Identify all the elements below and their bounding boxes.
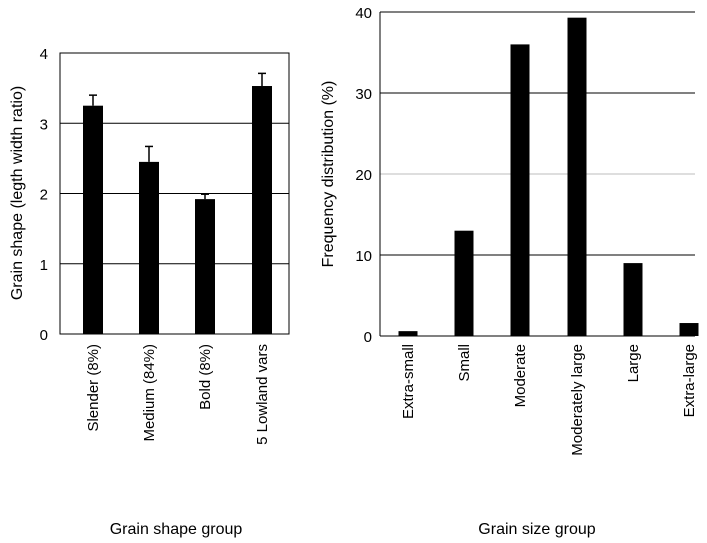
left-y-tick-label: 0 — [40, 327, 48, 344]
right-y-tick-label: 20 — [355, 167, 372, 184]
right-bar — [623, 263, 643, 336]
left-bar — [139, 161, 159, 334]
right-bar — [679, 323, 699, 336]
right-bar — [454, 230, 474, 336]
left-bars — [83, 72, 272, 334]
right-bars — [398, 17, 699, 337]
left-x-tick-label: Medium (84%) — [141, 344, 158, 442]
left-y-axis-title: Grain shape (legth width ratio) — [9, 86, 26, 300]
left-bar — [252, 86, 272, 334]
left-bar — [83, 105, 103, 334]
left-y-tick-label: 4 — [40, 46, 48, 63]
left-x-tick-label: Slender (8%) — [85, 344, 102, 432]
left-bar — [195, 199, 215, 334]
right-x-axis-title: Grain size group — [478, 521, 595, 538]
right-bar — [567, 17, 587, 336]
left-x-tick-label: 5 Lowland vars — [254, 344, 271, 445]
right-y-axis-title: Frequency distribution (%) — [320, 81, 337, 268]
grain-shape-chart: 0 1 2 3 4 Slender (8%) Medium (84%) Bold (8%) 5… — [9, 46, 290, 538]
right-x-tick-label: Moderate — [512, 344, 529, 407]
right-y-tick-label: 30 — [355, 86, 372, 103]
right-x-tick-label: Extra-small — [400, 344, 417, 419]
left-y-tick-label: 1 — [40, 257, 48, 274]
left-x-tick-labels: Slender (8%) Medium (84%) Bold (8%) 5 Lowla… — [85, 344, 271, 445]
right-bar — [398, 331, 418, 336]
right-x-tick-labels: Extra-small Small Moderate Moderately large… — [400, 344, 698, 456]
right-x-tick-label: Extra-large — [681, 344, 698, 417]
right-bar — [510, 44, 530, 337]
right-x-tick-label: Small — [456, 344, 473, 382]
left-y-tick-label: 3 — [40, 116, 48, 133]
right-gridlines — [380, 11, 695, 256]
left-y-tick-label: 2 — [40, 187, 48, 204]
left-x-tick-label: Bold (8%) — [197, 344, 214, 410]
right-x-tick-label: Moderately large — [569, 344, 586, 456]
grain-size-chart: 0 10 20 30 40 Extra-small Small Moderate Modera… — [320, 5, 699, 538]
left-plot-frame — [59, 52, 290, 335]
right-y-tick-label: 40 — [355, 5, 372, 22]
left-x-axis-title: Grain shape group — [110, 521, 243, 538]
left-y-ticks: 0 1 2 3 4 — [40, 46, 48, 344]
right-y-ticks: 0 10 20 30 40 — [355, 5, 372, 346]
right-y-tick-label: 10 — [355, 248, 372, 265]
right-x-tick-label: Large — [625, 344, 642, 382]
right-y-tick-label: 0 — [364, 329, 372, 346]
